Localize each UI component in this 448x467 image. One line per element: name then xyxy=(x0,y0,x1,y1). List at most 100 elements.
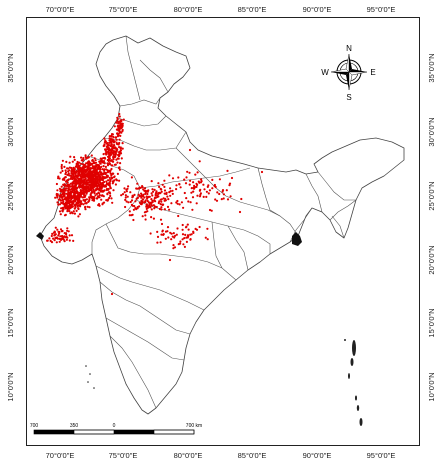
occurrence-point xyxy=(91,176,94,179)
occurrence-point xyxy=(113,179,116,182)
occurrence-point xyxy=(186,223,189,226)
occurrence-point xyxy=(100,157,103,160)
occurrence-point xyxy=(60,163,63,167)
occurrence-point xyxy=(86,205,89,208)
compass-north-label: N xyxy=(346,44,352,53)
occurrence-point xyxy=(50,241,54,244)
occurrence-point xyxy=(57,234,60,237)
occurrence-point xyxy=(64,176,67,179)
occurrence-point xyxy=(54,233,57,236)
occurrence-point xyxy=(159,218,163,221)
occurrence-point xyxy=(175,233,178,236)
occurrence-point xyxy=(108,162,112,166)
occurrence-point xyxy=(66,189,70,192)
occurrence-point xyxy=(119,149,123,152)
occurrence-point xyxy=(121,142,124,145)
occurrence-point xyxy=(210,209,213,212)
occurrence-point xyxy=(160,206,163,209)
occurrence-point xyxy=(102,160,105,163)
occurrence-point xyxy=(64,169,67,172)
occurrence-point xyxy=(136,196,139,199)
occurrence-point xyxy=(58,240,61,243)
occurrence-point xyxy=(94,161,98,164)
occurrence-point xyxy=(139,186,142,189)
occurrence-point xyxy=(72,175,75,178)
occurrence-point xyxy=(110,138,113,141)
occurrence-point xyxy=(111,139,114,142)
occurrence-point xyxy=(91,173,94,176)
occurrence-point xyxy=(168,258,172,262)
occurrence-point xyxy=(129,191,132,194)
occurrence-point xyxy=(71,181,74,184)
occurrence-point xyxy=(163,179,166,182)
occurrence-point xyxy=(154,196,157,199)
occurrence-point xyxy=(58,210,62,213)
occurrence-point xyxy=(158,207,161,211)
occurrence-point xyxy=(128,210,131,213)
occurrence-point xyxy=(157,195,160,198)
occurrence-point xyxy=(88,196,91,199)
occurrence-point xyxy=(96,187,99,191)
occurrence-point xyxy=(230,176,234,180)
occurrence-point xyxy=(145,195,148,198)
occurrence-point xyxy=(94,189,97,192)
occurrence-point xyxy=(169,190,172,193)
occurrence-point xyxy=(61,229,64,233)
occurrence-point xyxy=(73,212,76,215)
occurrence-point xyxy=(120,157,123,160)
occurrence-point xyxy=(66,227,69,230)
occurrence-point xyxy=(189,201,192,204)
occurrence-point xyxy=(72,239,75,242)
occurrence-point xyxy=(120,131,123,134)
occurrence-point xyxy=(133,193,136,196)
occurrence-point xyxy=(86,183,89,186)
occurrence-point xyxy=(155,205,158,209)
occurrence-point xyxy=(61,159,64,162)
occurrence-point xyxy=(103,184,106,187)
occurrence-point xyxy=(89,186,92,189)
occurrence-point xyxy=(118,179,121,182)
occurrence-point xyxy=(75,209,78,212)
occurrence-point xyxy=(181,238,184,241)
occurrence-point xyxy=(157,182,160,185)
occurrence-point xyxy=(176,227,179,230)
occurrence-point xyxy=(82,163,85,166)
occurrence-point xyxy=(218,178,221,181)
occurrence-point xyxy=(186,170,189,173)
occurrence-point xyxy=(171,192,174,195)
bottom-tick-label: 85°0'0"E xyxy=(237,451,267,460)
occurrence-point xyxy=(77,196,80,199)
top-tick-label: 95°0'0"E xyxy=(366,5,396,14)
occurrence-point xyxy=(148,203,151,206)
occurrence-point xyxy=(169,194,172,197)
occurrence-point xyxy=(68,169,71,172)
occurrence-point xyxy=(81,170,84,173)
occurrence-point xyxy=(70,166,73,170)
occurrence-point xyxy=(166,226,170,229)
occurrence-point xyxy=(106,162,109,165)
occurrence-point xyxy=(104,148,107,151)
occurrence-point xyxy=(181,228,184,231)
occurrence-point xyxy=(76,186,79,189)
occurrence-point xyxy=(132,218,135,222)
occurrence-point xyxy=(135,187,138,190)
occurrence-point xyxy=(60,237,63,240)
occurrence-point xyxy=(220,198,223,201)
top-tick-label: 85°0'0"E xyxy=(237,5,267,14)
occurrence-point xyxy=(50,234,53,238)
occurrence-point xyxy=(144,201,147,204)
occurrence-point xyxy=(133,205,136,208)
occurrence-point xyxy=(153,207,156,210)
occurrence-point xyxy=(203,188,206,191)
occurrence-point xyxy=(118,112,121,116)
occurrence-point xyxy=(191,196,195,199)
occurrence-point xyxy=(204,236,207,239)
occurrence-point xyxy=(86,172,89,175)
occurrence-point xyxy=(162,233,165,236)
occurrence-point xyxy=(180,201,183,204)
occurrence-point xyxy=(79,177,82,180)
occurrence-point xyxy=(112,135,115,139)
occurrence-point xyxy=(87,200,90,203)
occurrence-point xyxy=(53,239,56,242)
